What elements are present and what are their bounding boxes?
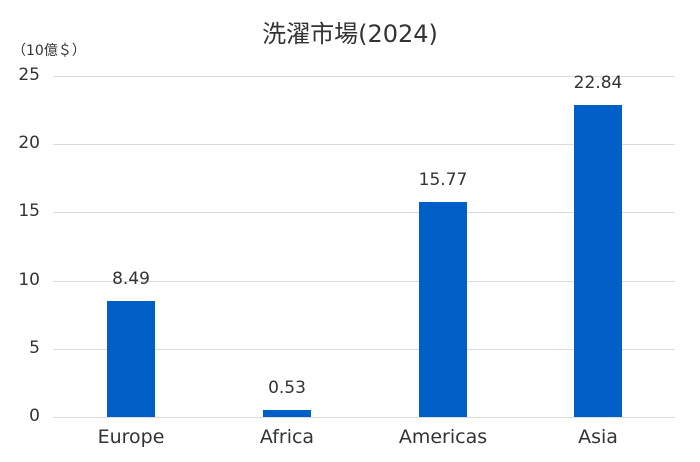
bar-americas bbox=[419, 201, 467, 417]
y-tick-label: 0 bbox=[29, 406, 40, 426]
gridline bbox=[53, 212, 675, 213]
value-label: 8.49 bbox=[112, 269, 150, 290]
x-tick-label: Asia bbox=[578, 426, 618, 448]
gridline bbox=[53, 281, 675, 282]
x-tick-label: Americas bbox=[398, 426, 488, 448]
bar-asia bbox=[574, 105, 622, 417]
x-tick-label: Africa bbox=[259, 426, 315, 448]
y-tick-label: 10 bbox=[18, 270, 40, 290]
bar-europe bbox=[107, 301, 155, 417]
x-tick-label: Europe bbox=[97, 426, 165, 448]
chart-title: 洗濯市場(2024) bbox=[262, 20, 438, 48]
value-label: 0.53 bbox=[268, 377, 306, 398]
bar-africa bbox=[263, 409, 311, 417]
gridline bbox=[53, 76, 675, 77]
y-tick-label: 15 bbox=[18, 201, 40, 221]
gridline bbox=[53, 349, 675, 350]
y-tick-label: 5 bbox=[29, 338, 40, 358]
gridline bbox=[53, 144, 675, 145]
value-label: 22.84 bbox=[573, 73, 623, 94]
y-axis-unit-label: （10億＄） bbox=[12, 43, 86, 59]
gridline bbox=[53, 417, 675, 418]
y-tick-label: 25 bbox=[18, 65, 40, 85]
y-tick-label: 20 bbox=[18, 133, 40, 153]
value-label: 15.77 bbox=[418, 169, 468, 190]
